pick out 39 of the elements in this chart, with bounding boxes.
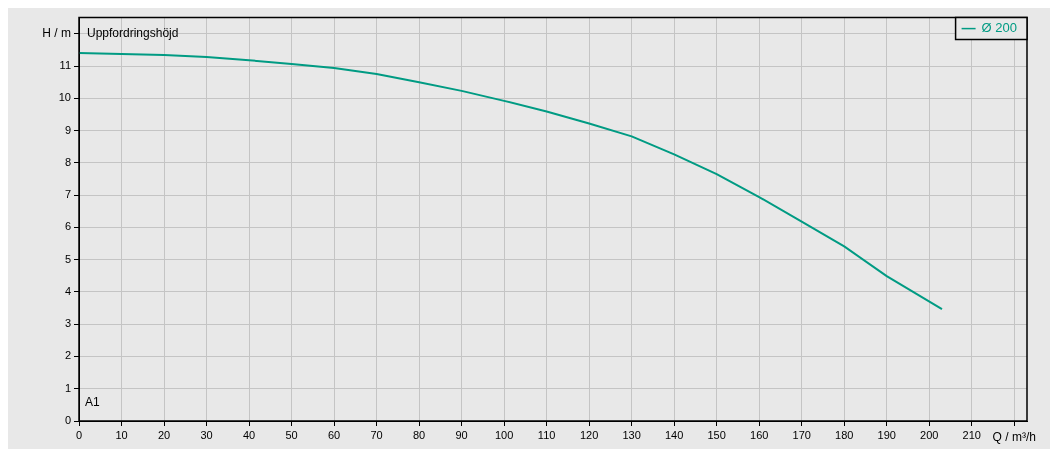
x-tick-label: 80 [412, 428, 426, 441]
x-tick-label: 110 [537, 428, 556, 441]
y-tick-label: 1 [64, 381, 71, 394]
y-tick-label: 6 [64, 220, 71, 233]
x-tick-label: 90 [455, 428, 468, 441]
x-tick-label: 130 [622, 428, 641, 441]
x-tick-label: 20 [157, 428, 171, 441]
x-tick-label: 120 [579, 428, 599, 441]
y-tick-label: 3 [64, 317, 71, 330]
y-tick-label: 8 [64, 155, 71, 168]
x-tick-label: 170 [792, 428, 811, 441]
x-tick-label: 10 [115, 428, 128, 441]
y-tick-label: 0 [64, 414, 71, 427]
x-tick-label: 150 [707, 428, 726, 441]
x-tick-label: 190 [877, 428, 896, 441]
x-tick-label: 50 [285, 428, 298, 441]
x-tick-label: 180 [835, 428, 854, 441]
y-tick-label: 5 [64, 252, 71, 265]
y-tick-label: 2 [64, 349, 71, 362]
x-tick-label: 30 [200, 428, 213, 441]
x-tick-label: 70 [370, 428, 383, 441]
y-tick-label: 9 [64, 123, 71, 136]
y-tick-label: 4 [64, 284, 71, 297]
text: Uppfordringshöjd [87, 26, 179, 41]
legend-label: Ø 200 [981, 20, 1018, 36]
x-tick-label: 0 [75, 428, 83, 441]
x-tick-label: 40 [242, 428, 256, 441]
y-tick-label: 7 [64, 188, 71, 201]
x-tick-label: 60 [327, 428, 341, 441]
x-axis-title: Q / m³/h [992, 430, 1036, 445]
x-tick-label: 210 [962, 428, 981, 441]
annotation: A1 [85, 395, 100, 410]
x-tick-label: 100 [494, 428, 514, 441]
x-tick-label: 200 [920, 428, 939, 441]
y-tick-label: 11 [59, 59, 71, 72]
x-tick-label: 140 [664, 428, 684, 441]
y-axis-title: H / m [42, 26, 71, 41]
x-tick-label: 160 [750, 428, 769, 441]
y-tick-label: 10 [58, 91, 71, 104]
